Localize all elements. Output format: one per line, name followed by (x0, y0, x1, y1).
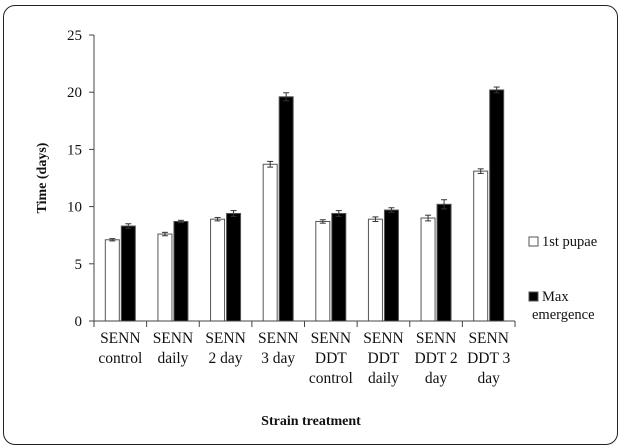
y-axis: 0 5 10 15 20 25 (67, 28, 95, 330)
x-tick-label: SENN DDT 3 day (467, 330, 510, 387)
legend-label: Max emergence (532, 289, 595, 323)
bar (278, 96, 294, 322)
x-tick-label-line: SENN (100, 330, 140, 347)
x-axis-title: Strain treatment (261, 414, 361, 428)
x-tick-label-line: day (425, 370, 448, 387)
x-tick-label-line: day (477, 370, 500, 387)
x-tick-label-line: SENN (205, 330, 245, 347)
bar (104, 239, 120, 322)
y-axis-title: Time (days) (35, 142, 50, 213)
y-tick-label: 25 (67, 28, 82, 44)
y-tick-label: 10 (67, 200, 82, 216)
x-tick-label: SENN daily (153, 330, 193, 367)
x-tick-label-line: 3 day (261, 350, 295, 367)
legend-swatch (528, 236, 539, 247)
x-tick-label-line: DDT (315, 350, 347, 367)
x-tick-label-line: DDT 3 (467, 350, 510, 367)
bar (157, 233, 173, 322)
x-tick-label: SENN 3 day (258, 330, 298, 367)
x-tick-label-line: SENN (258, 330, 298, 347)
bar (315, 220, 331, 322)
x-tick-label: SENN DDT 2 day (414, 330, 457, 387)
x-tick-label-line: SENN (153, 330, 193, 347)
bars (104, 86, 505, 322)
bar (173, 220, 189, 322)
bar (210, 218, 226, 322)
legend-label-line: Max (542, 289, 569, 305)
bar (120, 225, 136, 322)
bar-chart: 0 5 10 15 20 25 SENN control SENN daily SENN 2 day… (35, 28, 597, 428)
x-tick-label: SENN DDT control (309, 330, 353, 387)
x-tick-label: SENN control (98, 330, 142, 367)
bar (367, 218, 383, 322)
bar (489, 89, 505, 322)
bar (262, 163, 278, 322)
x-tick-label: SENN 2 day (205, 330, 245, 367)
legend: 1st pupae Max emergence (528, 234, 597, 323)
y-tick-label: 0 (75, 314, 83, 330)
x-tick-label-line: SENN (311, 330, 351, 347)
x-tick-label-line: 2 day (209, 350, 243, 367)
x-tick-label-line: daily (157, 350, 188, 367)
x-tick-label-line: SENN (416, 330, 456, 347)
bar (383, 209, 399, 322)
legend-label-line: 1st pupae (542, 234, 597, 250)
bar (331, 212, 347, 322)
y-tick-label: 20 (67, 85, 82, 101)
x-tick-label-line: SENN (363, 330, 403, 347)
bar (473, 170, 489, 322)
x-tick-label-line: DDT (368, 350, 400, 367)
x-tick-label-line: DDT 2 (414, 350, 457, 367)
bar (436, 203, 452, 322)
bar (420, 217, 436, 322)
y-tick-label: 15 (67, 142, 82, 158)
y-tick-label: 5 (75, 257, 83, 273)
legend-label-line: emergence (532, 307, 595, 323)
x-tick-label-line: control (98, 350, 142, 367)
bar (226, 212, 242, 322)
x-tick-label: SENN DDT daily (363, 330, 403, 387)
x-tick-label-line: daily (368, 370, 399, 387)
x-tick-label-line: SENN (468, 330, 508, 347)
legend-label: 1st pupae (542, 234, 597, 250)
legend-swatch (528, 291, 539, 302)
x-tick-label-line: control (309, 370, 353, 387)
